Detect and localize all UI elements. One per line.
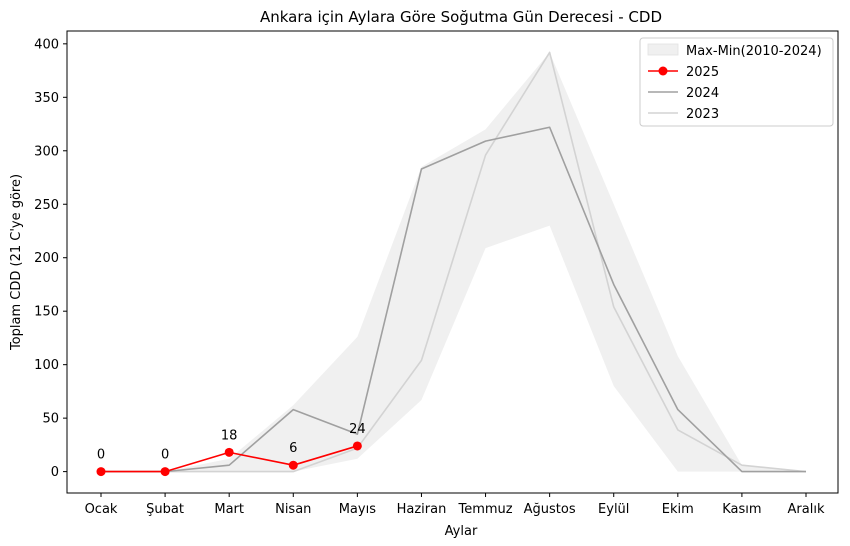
axes-frame (66, 30, 839, 494)
data-label: 24 (349, 422, 366, 437)
x-tick-label: Ağustos (524, 502, 576, 517)
series-line-2024 (101, 126, 806, 473)
x-tick-label: Nisan (275, 502, 311, 517)
y-axis: 0 50 100 150 200 250 300 350 400 (34, 37, 67, 480)
legend-label-2023: 2023 (686, 107, 719, 122)
x-tick-label: Mayıs (339, 502, 376, 517)
legend-label-band: Max-Min(2010-2024) (686, 44, 822, 59)
series-point-2025 (160, 467, 170, 477)
x-tick-label: Aralık (788, 502, 825, 517)
x-tick-label: Ocak (85, 502, 118, 517)
y-axis-label: Toplam CDD (21 C'ye göre) (9, 174, 24, 351)
band-area (101, 52, 806, 472)
series-point-2025 (352, 441, 362, 451)
data-label: 18 (221, 428, 238, 443)
y-tick-label: 0 (51, 465, 59, 480)
data-label: 6 (289, 441, 297, 456)
legend-label-2025: 2025 (686, 65, 719, 80)
series-markers (96, 441, 362, 477)
x-axis-label: Aylar (445, 524, 478, 539)
y-tick-label: 300 (34, 144, 59, 159)
chart-title: Ankara için Aylara Göre Soğutma Gün Dere… (260, 8, 662, 26)
y-tick-label: 350 (34, 91, 59, 106)
series-line-2023 (101, 51, 807, 473)
legend-swatch-band (647, 43, 679, 56)
x-tick-label: Şubat (146, 502, 184, 517)
x-axis: Ocak Şubat Mart Nisan Mayıs Haziran Temmuz Ağus… (85, 493, 825, 517)
legend-box (639, 37, 834, 127)
series-point-2025 (224, 447, 234, 457)
x-tick-label: Eylül (598, 502, 629, 517)
data-labels: 0 0 18 6 24 (97, 422, 366, 463)
legend-marker-2025 (658, 66, 668, 76)
y-tick-label: 200 (34, 251, 59, 266)
x-tick-label: Ekim (662, 502, 694, 517)
band-layer (101, 52, 806, 472)
legend-label-2024: 2024 (686, 86, 719, 101)
legend: Max-Min(2010-2024) 2025 2024 2023 (639, 37, 834, 127)
x-tick-label: Haziran (397, 502, 447, 517)
data-label: 0 (161, 448, 169, 463)
data-label: 0 (97, 448, 105, 463)
plot-area: 0 0 18 6 24 (96, 51, 807, 477)
y-tick-label: 100 (34, 358, 59, 373)
x-tick-label: Kasım (722, 502, 761, 517)
series-point-2025 (96, 467, 106, 477)
y-tick-label: 250 (34, 198, 59, 213)
y-tick-label: 50 (42, 412, 59, 427)
series-point-2025 (288, 460, 298, 470)
x-tick-label: Mart (214, 502, 244, 517)
x-tick-label: Temmuz (457, 502, 512, 517)
y-tick-label: 150 (34, 305, 59, 320)
y-tick-label: 400 (34, 37, 59, 52)
